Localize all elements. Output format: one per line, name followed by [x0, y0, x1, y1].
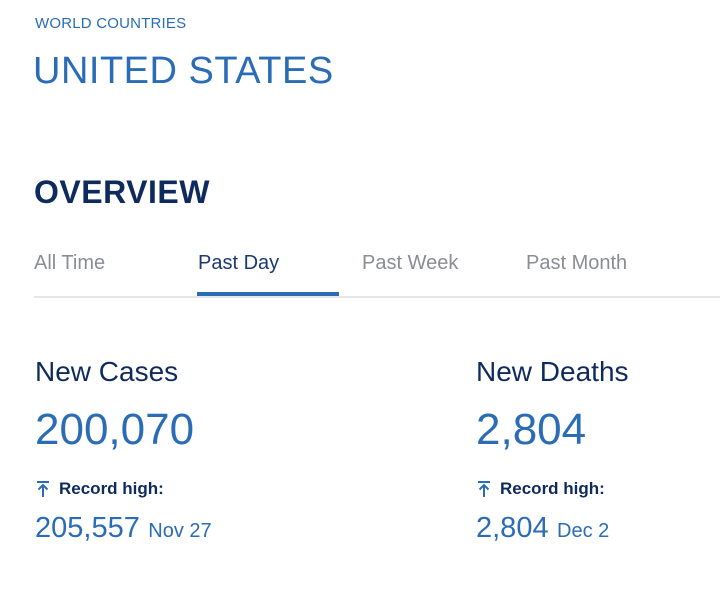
breadcrumb-world-countries[interactable]: WORLD COUNTRIES	[35, 15, 187, 32]
new-cases-record-date: Nov 27	[148, 520, 212, 542]
time-range-tabs: All Time Past Day Past Week Past Month	[34, 246, 720, 298]
new-deaths-stat: New Deaths 2,804 Record high: 2,804 Dec …	[476, 354, 629, 551]
active-tab-indicator	[197, 292, 339, 296]
new-cases-label: New Cases	[35, 356, 179, 387]
new-deaths-record-date: Dec 2	[557, 520, 610, 542]
arrow-up-to-line-icon	[37, 481, 49, 497]
new-cases-record-value: 205,557	[35, 512, 140, 544]
tab-past-month[interactable]: Past Month	[526, 252, 628, 274]
overview-heading: OVERVIEW	[34, 174, 210, 210]
page-title: UNITED STATES	[33, 50, 334, 92]
new-deaths-record-value: 2,804	[476, 512, 549, 544]
new-deaths-value: 2,804	[476, 405, 587, 454]
tab-past-week[interactable]: Past Week	[362, 252, 459, 274]
new-deaths-record: 2,804 Dec 2	[476, 510, 629, 551]
new-deaths-record-row: Record high:	[476, 478, 629, 500]
new-cases-record: 205,557 Nov 27	[35, 510, 212, 551]
new-deaths-label: New Deaths	[476, 356, 629, 387]
arrow-up-to-line-icon	[478, 481, 490, 497]
new-cases-record-label: Record high:	[59, 479, 164, 498]
new-cases-value: 200,070	[35, 405, 195, 454]
tab-past-day[interactable]: Past Day	[198, 252, 280, 274]
tab-all-time[interactable]: All Time	[34, 252, 106, 274]
new-deaths-record-label: Record high:	[500, 479, 605, 498]
new-cases-stat: New Cases 200,070 Record high: 205,557 N…	[35, 354, 212, 551]
new-cases-record-row: Record high:	[35, 478, 212, 500]
